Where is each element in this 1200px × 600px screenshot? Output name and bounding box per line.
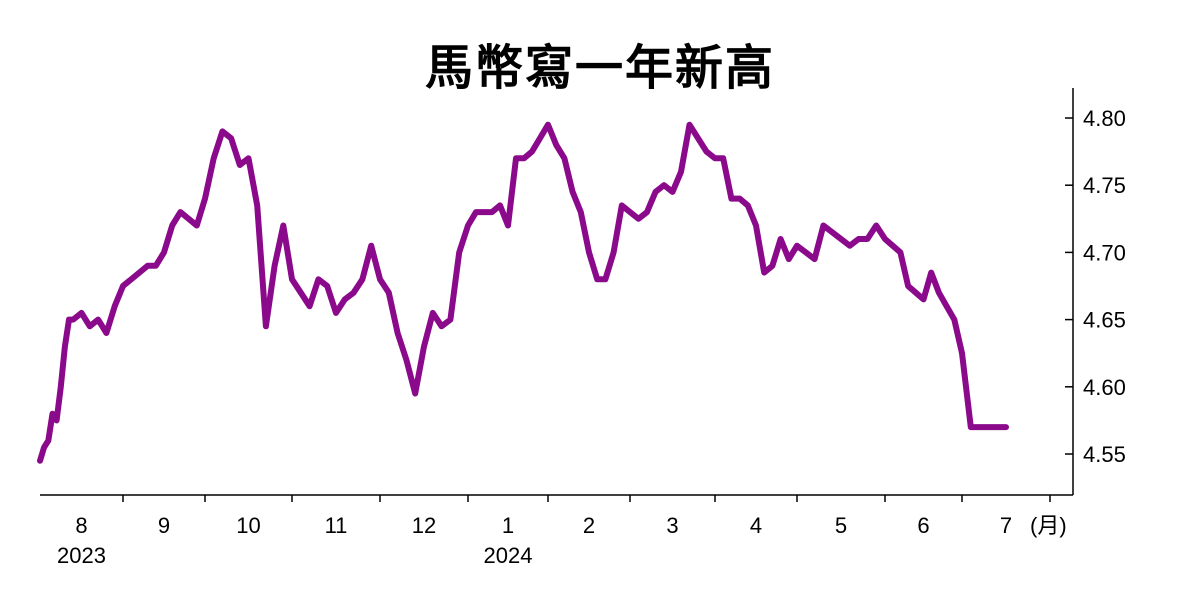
axes [40,88,1074,496]
y-tick-label: 4.80 [1083,106,1126,131]
x-tick-label: 1 [502,513,514,538]
x-tick-label: 2 [583,513,595,538]
chart-title: 馬幣寫一年新高 [424,40,775,96]
series-layer [37,121,1009,464]
tick-labels: 4.804.754.704.654.604.558 9 10 11 12 1 2 3 4 5 6 7(… [57,106,1126,568]
x-tick-label: 6 [917,513,929,538]
x-tick-label: 10 [236,513,260,538]
x-year-label: 2023 [57,543,106,568]
x-tick-label: 9 [158,513,170,538]
x-tick-label: 8 [75,513,87,538]
series-line [37,121,1009,464]
x-tick-label: 12 [412,513,436,538]
x-unit-label: (月) [1030,513,1067,538]
axis-ticks [122,117,1073,502]
y-tick-label: 4.70 [1083,240,1126,265]
y-tick-label: 4.65 [1083,308,1126,333]
x-tick-label: 7 [1000,513,1012,538]
x-year-label: 2024 [484,543,533,568]
x-tick-label: 4 [750,513,762,538]
y-tick-label: 4.60 [1083,375,1126,400]
y-tick-label: 4.75 [1083,173,1126,198]
x-tick-label: 3 [666,513,678,538]
y-tick-label: 4.55 [1083,442,1126,467]
x-tick-label: 11 [325,513,348,538]
x-tick-label: 5 [835,513,847,538]
